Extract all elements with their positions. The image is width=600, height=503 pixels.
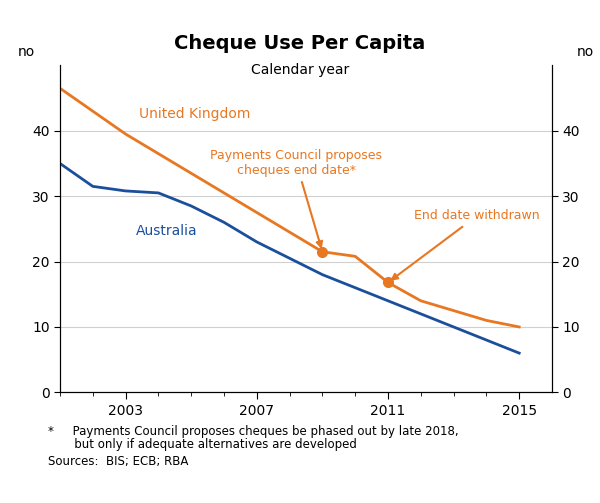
Text: *     Payments Council proposes cheques be phased out by late 2018,: * Payments Council proposes cheques be p… xyxy=(48,425,458,438)
Text: no: no xyxy=(18,45,35,59)
Text: Australia: Australia xyxy=(136,224,197,238)
Text: United Kingdom: United Kingdom xyxy=(139,107,250,121)
Text: End date withdrawn: End date withdrawn xyxy=(392,209,540,280)
Text: Payments Council proposes
cheques end date*: Payments Council proposes cheques end da… xyxy=(210,148,382,247)
Text: no: no xyxy=(577,45,594,59)
Text: Cheque Use Per Capita: Cheque Use Per Capita xyxy=(175,34,425,53)
Text: Calendar year: Calendar year xyxy=(251,63,349,77)
Text: Sources:  BIS; ECB; RBA: Sources: BIS; ECB; RBA xyxy=(48,455,188,468)
Text: but only if adequate alternatives are developed: but only if adequate alternatives are de… xyxy=(48,438,357,451)
